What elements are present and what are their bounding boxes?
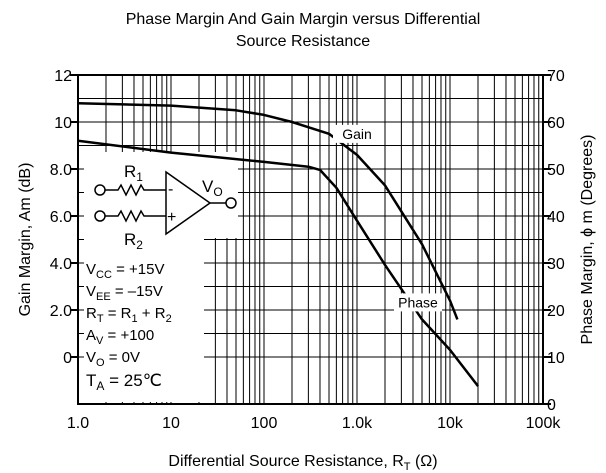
- subscript: T: [404, 461, 411, 473]
- subscript: T: [97, 313, 104, 325]
- text-part: = +15V: [112, 261, 165, 278]
- text-part: = 25℃: [104, 371, 161, 390]
- terminal: [94, 210, 106, 222]
- condition: TA = 25℃: [86, 371, 162, 393]
- series-label: Phase: [398, 294, 438, 310]
- resistors: [105, 183, 166, 223]
- text-part: (Ω): [411, 453, 438, 470]
- series-line: [77, 139, 479, 387]
- y2-tick-label: 20: [547, 303, 565, 320]
- plus-sign: +: [167, 209, 176, 226]
- text-part: Differential Source Resistance, R: [168, 453, 403, 470]
- y2-axis-label: Phase Margin, ϕ m (Degrees): [579, 135, 596, 345]
- text-part: V: [86, 283, 96, 300]
- plot-frame: [77, 74, 544, 405]
- text-part: = –15V: [111, 283, 163, 300]
- y-tick-label: 2.0: [50, 303, 72, 320]
- r1-label: R1: [124, 162, 143, 184]
- condition: VO = 0V: [86, 349, 140, 369]
- text-part: T: [86, 371, 96, 390]
- text-part: V: [86, 349, 96, 366]
- text-part: A: [86, 327, 96, 344]
- y2-tick-label: 10: [547, 350, 565, 367]
- labels: 1.0 10 100 1.0k 10k 100k02.04.06.08.010120102…: [17, 68, 596, 432]
- y-tick-label: 6.0: [50, 209, 72, 226]
- r2-label: R2: [124, 230, 143, 252]
- subscript: 1: [132, 313, 138, 325]
- label-background: [394, 293, 443, 312]
- condition: VCC = +15V: [86, 261, 164, 281]
- subscript: A: [96, 379, 104, 393]
- y2-tick-label: 30: [547, 256, 565, 273]
- y2-tick-label: 40: [547, 209, 565, 226]
- condition: AV = +100: [86, 327, 154, 347]
- inset-box: [84, 152, 238, 238]
- text-part: V: [86, 261, 96, 278]
- text-part: = R: [104, 305, 132, 322]
- subscript: 1: [136, 170, 143, 184]
- chart-title: Phase Margin And Gain Margin versus Diff…: [126, 11, 481, 28]
- subscript: EE: [96, 291, 111, 303]
- text-part: = 0V: [105, 349, 140, 366]
- chart-title: Source Resistance: [236, 33, 370, 50]
- terminal: [94, 184, 106, 196]
- subscript: 2: [136, 238, 143, 252]
- subscript: 2: [166, 313, 172, 325]
- text-part: R: [86, 305, 97, 322]
- minus-sign: -: [168, 181, 173, 198]
- x-tick-label: 10: [162, 415, 180, 432]
- condition: RT = R1 + R2: [86, 305, 172, 325]
- y-tick-label: 12: [54, 68, 72, 85]
- x-tick-label: 100k: [526, 415, 562, 432]
- text-part: R: [124, 230, 136, 249]
- text-part: V: [202, 177, 214, 196]
- y-tick-label: 4.0: [50, 256, 72, 273]
- subscript: CC: [96, 269, 112, 281]
- text-part: + R: [138, 305, 166, 322]
- subscript: O: [96, 357, 105, 369]
- inset-box: [84, 238, 204, 402]
- y2-tick-label: 70: [547, 68, 565, 85]
- y-axis-label: Gain Margin, Am (dB): [17, 163, 34, 317]
- x-tick-label: 1.0k: [342, 415, 373, 432]
- op-amp: [165, 170, 212, 236]
- text-part: = +100: [103, 327, 154, 344]
- y2-tick-label: 0: [547, 397, 556, 414]
- x-tick-label: 1.0: [67, 415, 89, 432]
- y-tick-label: 8.0: [50, 162, 72, 179]
- x-tick-label: 100: [251, 415, 278, 432]
- y2-tick-label: 50: [547, 162, 565, 179]
- series-label: Gain: [342, 126, 372, 142]
- y2-tick-label: 60: [547, 115, 565, 132]
- label-background: [333, 124, 381, 143]
- x-axis-label: Differential Source Resistance, RT (Ω): [168, 453, 437, 473]
- subscript: O: [213, 185, 222, 199]
- subscript: V: [96, 335, 104, 347]
- x-tick-label: 10k: [437, 415, 464, 432]
- condition: VEE = –15V: [86, 283, 163, 303]
- y-tick-label: 10: [54, 115, 72, 132]
- circuit-inset: - +: [84, 152, 238, 402]
- text-part: R: [124, 162, 136, 181]
- terminal: [225, 197, 237, 209]
- y-tick-label: 0: [63, 350, 72, 367]
- vo-label: VO: [202, 177, 223, 199]
- series-line: [77, 101, 459, 320]
